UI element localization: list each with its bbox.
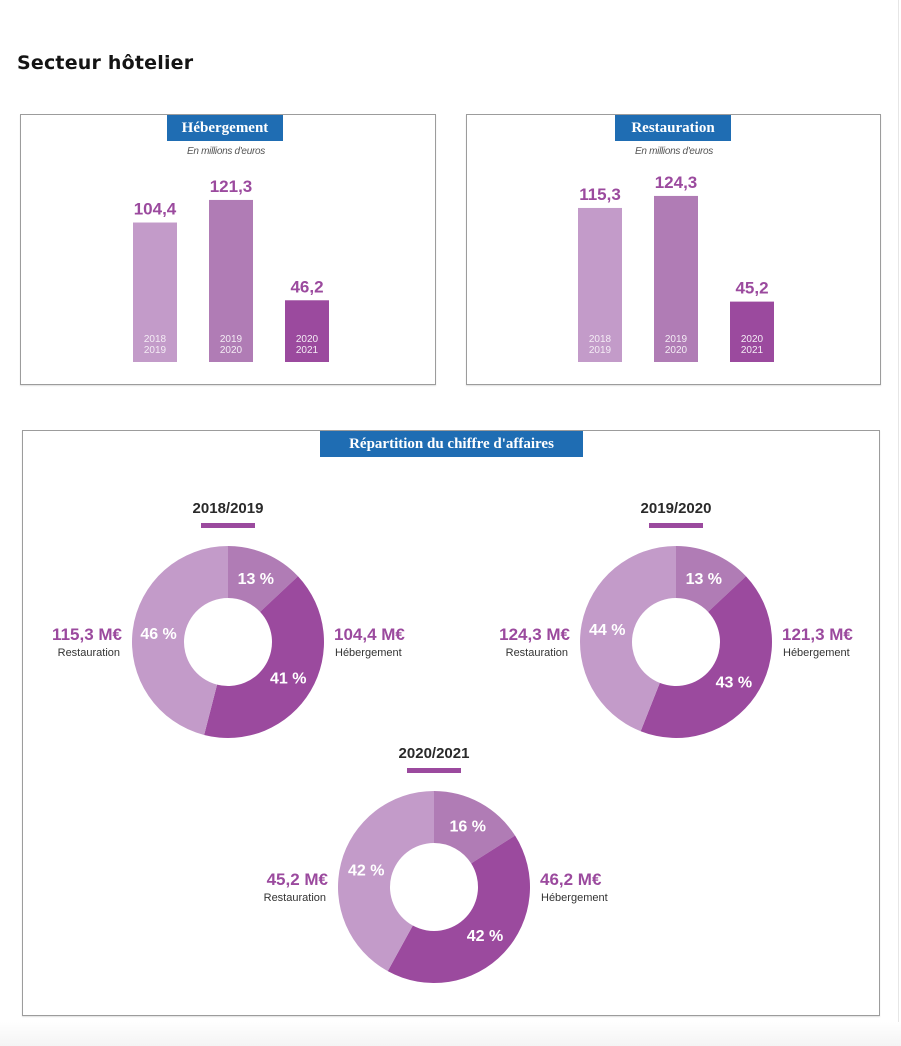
restauration-chart-subtitle: En millions d'euros <box>635 146 713 157</box>
donut-1-slice-0 <box>676 546 746 612</box>
hebergement-bar-category-2-1: 2021 <box>296 345 319 356</box>
donut-1-slice-label-2: 44 % <box>589 622 625 639</box>
hebergement-chart-panel: Hébergement En millions d'euros 104,4 201… <box>20 114 436 385</box>
hebergement-bar-1 <box>209 199 253 362</box>
restauration-chart-title: Restauration <box>615 115 731 141</box>
hebergement-bar-category-2-0: 2020 <box>296 334 319 345</box>
donut-0-slice-label-2: 46 % <box>140 626 176 643</box>
restauration-bar-value-2: 45,2 <box>735 279 768 298</box>
donut-0-slice-0 <box>228 546 298 612</box>
donut-2-slice-2 <box>338 791 434 972</box>
hebergement-bar-category-1-1: 2020 <box>220 345 243 356</box>
restauration-chart-panel: Restauration En millions d'euros 115,3 20… <box>466 114 881 385</box>
hebergement-bar-0 <box>133 222 177 362</box>
donut-2-slice-label-0: 16 % <box>449 819 485 836</box>
donut-1-right-category: Hébergement <box>783 647 850 659</box>
donut-period-underline-0 <box>201 523 255 528</box>
donut-1-slice-2 <box>580 546 676 732</box>
donut-2-left-amount: 45,2 M€ <box>267 870 329 889</box>
restauration-bar-category-1-0: 2019 <box>665 334 688 345</box>
donut-period-2: 2020/2021 <box>399 745 470 762</box>
hebergement-bar-value-1: 121,3 <box>210 177 253 196</box>
hebergement-bar-value-0: 104,4 <box>134 200 177 219</box>
donut-0-slice-2 <box>132 546 228 735</box>
donut-period-0: 2018/2019 <box>193 500 264 517</box>
page-bottom-strip <box>0 1022 901 1046</box>
restauration-bar-2 <box>730 301 774 362</box>
donut-period-underline-2 <box>407 768 461 773</box>
donut-1-slice-1 <box>640 576 773 738</box>
restauration-bar-0 <box>578 207 622 362</box>
repartition-title: Répartition du chiffre d'affaires <box>320 431 583 457</box>
donut-2-slice-1 <box>387 835 530 983</box>
restauration-bar-category-2-0: 2020 <box>741 334 764 345</box>
restauration-bar-value-0: 115,3 <box>579 185 621 204</box>
page-title: Secteur hôtelier <box>17 52 194 74</box>
donut-2-slice-0 <box>434 791 516 864</box>
restauration-bar-value-1: 124,3 <box>655 173 698 192</box>
donut-2-slice-label-2: 42 % <box>348 863 384 880</box>
donut-0-left-category: Restauration <box>58 647 120 659</box>
donut-period-underline-1 <box>649 523 703 528</box>
donut-0-left-amount: 115,3 M€ <box>52 625 122 644</box>
restauration-bar-category-2-1: 2021 <box>741 345 764 356</box>
donut-1-slice-label-0: 13 % <box>686 571 722 588</box>
page-edge-rule <box>898 0 899 1046</box>
restauration-bar-category-0-0: 2018 <box>589 334 612 345</box>
donut-2-right-amount: 46,2 M€ <box>540 870 602 889</box>
hebergement-bar-category-1-0: 2019 <box>220 334 243 345</box>
donut-0-slice-label-1: 41 % <box>270 671 306 688</box>
donut-2-right-category: Hébergement <box>541 892 608 904</box>
hebergement-bar-category-0-0: 2018 <box>144 334 167 345</box>
restauration-bar-category-0-1: 2019 <box>589 345 612 356</box>
donut-0-slice-1 <box>204 576 324 738</box>
donut-1-left-amount: 124,3 M€ <box>499 625 570 644</box>
donut-0-right-category: Hébergement <box>335 647 402 659</box>
restauration-bar-category-1-1: 2020 <box>665 345 688 356</box>
hebergement-chart-subtitle: En millions d'euros <box>187 146 265 157</box>
repartition-donut-charts: 2018/2019 13 % 41 % 46 % 115,3 M€ Restauratio… <box>52 500 853 983</box>
donut-1-right-amount: 121,3 M€ <box>782 625 853 644</box>
donut-2-slice-label-1: 42 % <box>467 928 503 945</box>
hebergement-chart-title: Hébergement <box>167 115 283 141</box>
restauration-bar-1 <box>654 195 698 362</box>
donut-period-1: 2019/2020 <box>641 500 712 517</box>
donut-1-slice-label-1: 43 % <box>716 674 752 691</box>
donut-1-left-category: Restauration <box>506 647 568 659</box>
donut-2-left-category: Restauration <box>264 892 326 904</box>
donut-0-slice-label-0: 13 % <box>238 571 274 588</box>
hebergement-bar-2 <box>285 300 329 362</box>
hebergement-bar-value-2: 46,2 <box>290 277 323 296</box>
donut-0-right-amount: 104,4 M€ <box>334 625 405 644</box>
repartition-panel: Répartition du chiffre d'affaires 2018/2… <box>22 430 880 1016</box>
hebergement-bar-category-0-1: 2019 <box>144 345 167 356</box>
